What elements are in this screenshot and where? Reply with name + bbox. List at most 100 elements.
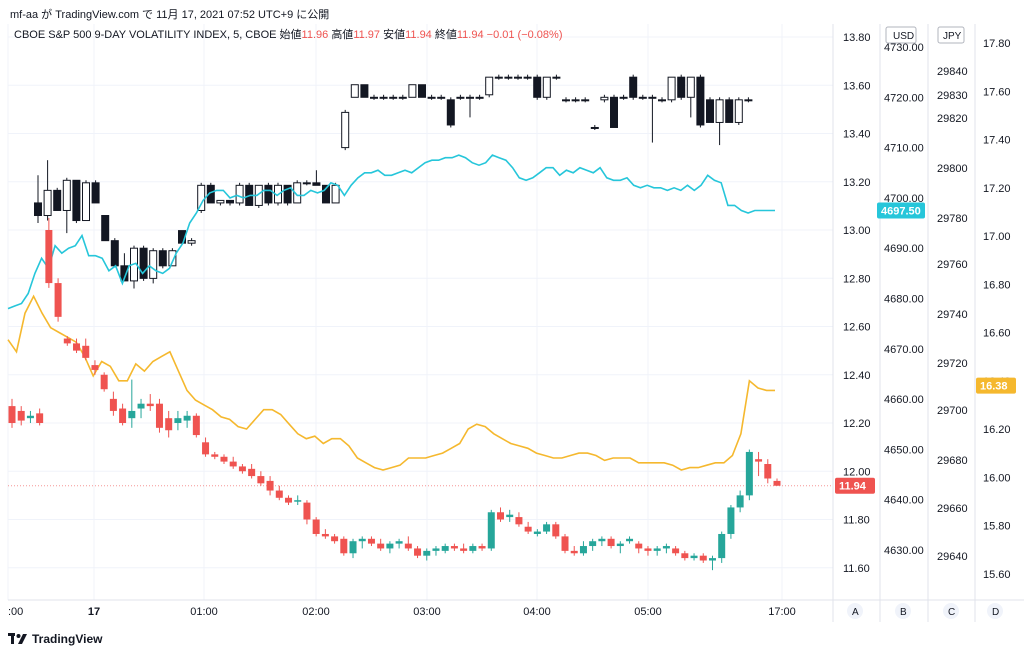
axis-d-tick: 17.00	[983, 231, 1011, 243]
usd-bar	[34, 202, 42, 217]
axis-a-tick: 13.80	[843, 32, 871, 44]
candle	[460, 548, 468, 551]
usd-bar	[110, 240, 119, 267]
usd-bar	[226, 199, 234, 204]
usd-bar	[293, 182, 302, 204]
axis-d-tick: 17.40	[983, 135, 1011, 147]
candle	[294, 500, 302, 502]
candle	[331, 536, 339, 542]
tradingview-footer[interactable]: TradingView	[8, 632, 102, 646]
axis-pane-button	[943, 603, 959, 619]
axis-b-tick: 4700.00	[884, 193, 924, 205]
usd-bar	[590, 126, 599, 129]
axis-a-tick: 13.60	[843, 80, 871, 92]
candle	[543, 524, 551, 532]
time-tick: 17:00	[768, 606, 796, 618]
usd-bar	[542, 76, 551, 98]
usd-bar	[187, 240, 196, 244]
usd-bar	[197, 184, 206, 211]
candle	[82, 345, 90, 358]
usd-bar	[350, 84, 359, 98]
grid	[7, 24, 833, 600]
candle	[211, 454, 219, 457]
candle	[395, 541, 403, 544]
candle	[100, 374, 108, 390]
time-tick: :00	[8, 606, 23, 618]
usd-bar	[523, 76, 532, 79]
axis-a-tick: 12.80	[843, 273, 871, 285]
candle	[275, 490, 283, 498]
candle	[496, 512, 504, 520]
candle	[524, 526, 532, 532]
candle	[607, 538, 615, 547]
usd-bar	[734, 99, 743, 123]
axis-d-tick: 16.80	[983, 279, 1011, 291]
axis-b-tick: 4720.00	[884, 92, 924, 104]
usd-bar	[264, 184, 273, 204]
candle	[377, 543, 385, 549]
candle	[552, 524, 560, 537]
axis-pane-button	[847, 603, 863, 619]
candle	[570, 550, 578, 554]
legend-part: −0.01 (−0.08%)	[487, 29, 563, 41]
usd-ohlc-series	[34, 74, 753, 289]
axis-a-tick: 13.00	[843, 225, 871, 237]
usd-bar	[418, 84, 426, 98]
usd-bar	[283, 184, 292, 204]
candle	[561, 536, 569, 551]
axis-a-tick: 13.20	[843, 177, 871, 189]
usd-bar	[514, 76, 522, 79]
axis-c-tick: 29760	[937, 259, 968, 271]
usd-unit-box	[885, 26, 917, 44]
last-value-d: 16.38	[980, 381, 1008, 393]
candle	[248, 468, 256, 477]
candle	[672, 548, 680, 554]
axis-c-tick: 29830	[937, 90, 968, 102]
candle	[238, 466, 246, 472]
usd-bar	[322, 184, 330, 204]
time-tick: 02:00	[302, 606, 330, 618]
usd-bar	[101, 215, 110, 242]
axis-b-tick: 4730.00	[884, 42, 924, 54]
candle	[285, 497, 293, 503]
usd-bar	[437, 96, 446, 99]
axis-c-tick: 29680	[937, 455, 968, 467]
legend-part: 始値	[280, 27, 302, 41]
legend-part: 11.94	[457, 29, 487, 41]
candle	[616, 543, 624, 547]
usd-bar	[619, 96, 628, 99]
usd-bar	[677, 76, 686, 98]
usd-bar	[312, 182, 321, 186]
time-tick: 01:00	[190, 606, 218, 618]
usd-bar	[696, 76, 705, 126]
axis-pane-label: D	[992, 607, 999, 618]
candle	[54, 283, 62, 317]
candle	[26, 415, 34, 419]
usd-bar	[62, 179, 71, 211]
last-value-b: 4697.50	[881, 205, 921, 217]
candle	[699, 555, 707, 561]
candle	[506, 514, 514, 518]
usd-bar	[494, 76, 503, 79]
usd-bar	[82, 182, 90, 222]
usd-bar	[53, 189, 62, 211]
candle	[598, 538, 606, 542]
axis-c-tick: 29720	[937, 358, 968, 370]
candle	[764, 464, 772, 479]
time-tick: 17	[88, 606, 100, 618]
axis-a-tick: 11.80	[843, 515, 870, 527]
candle	[63, 338, 71, 344]
candle	[450, 546, 458, 549]
tradingview-brand: TradingView	[32, 632, 103, 646]
candle	[174, 418, 182, 423]
usd-bar	[370, 96, 378, 99]
usd-bar	[571, 99, 580, 102]
candle	[515, 517, 523, 525]
last-value-a: 11.94	[839, 481, 867, 493]
usd-bar	[504, 76, 513, 79]
legend-part: 終値	[435, 27, 457, 41]
candle	[45, 230, 53, 284]
usd-bar	[648, 96, 657, 99]
last-value-b-box	[877, 202, 925, 219]
